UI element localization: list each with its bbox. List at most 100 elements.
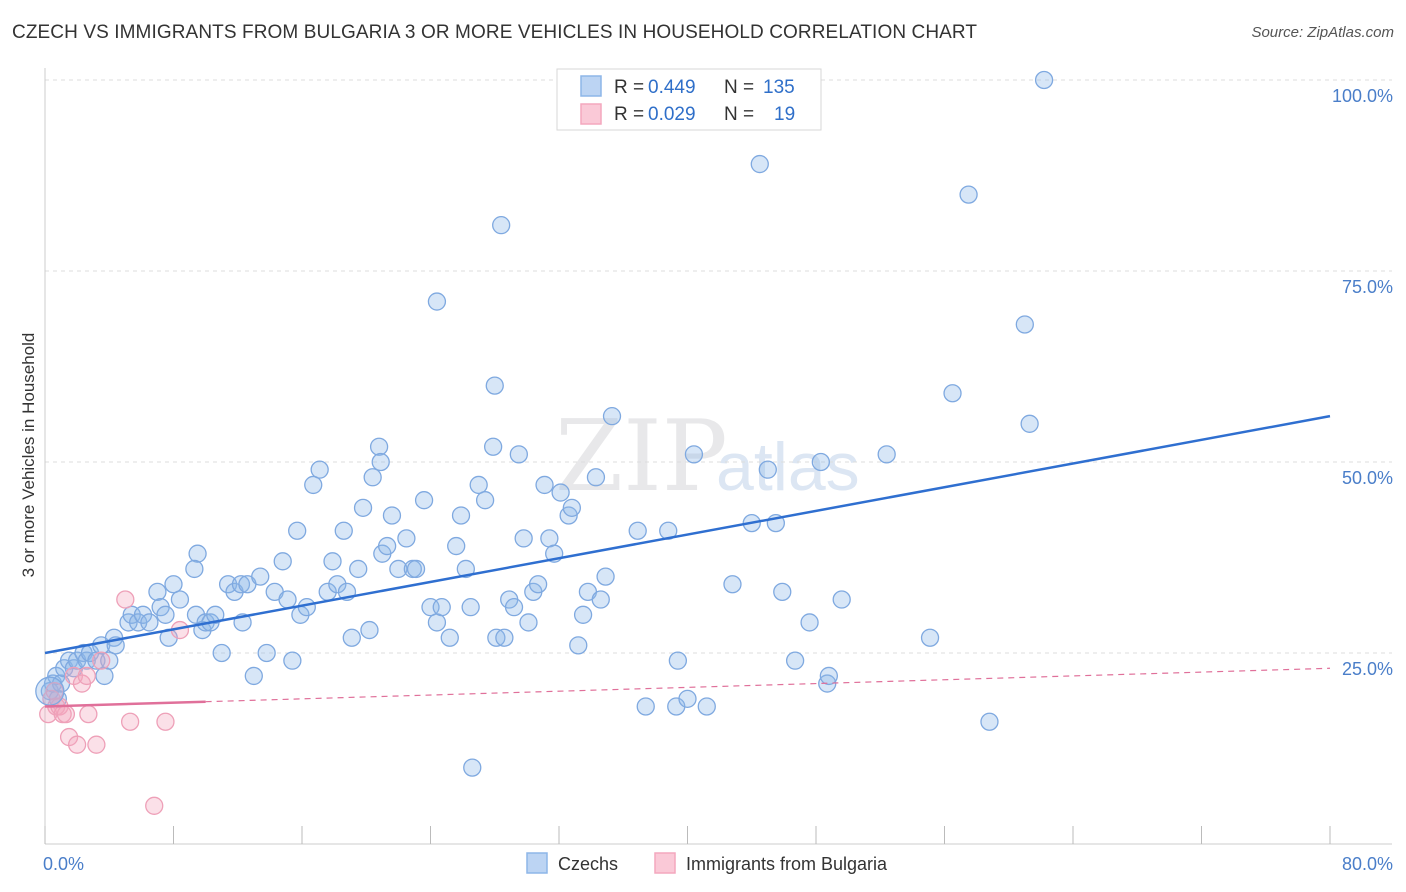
czechs-point [519,613,538,632]
bulgaria-point [77,666,96,686]
czechs-point [251,567,270,586]
czechs-point [469,475,488,495]
legend-n-value-czechs: 135 [763,77,795,98]
czechs-point [170,590,190,609]
czechs-point [377,536,397,556]
czechs-point [451,506,471,525]
czechs-point [360,620,379,640]
trend-lines [44,414,1331,708]
czechs-point [980,712,999,731]
czechs-point [342,628,361,647]
czechs-point [140,613,159,632]
bulgaria-point [87,735,106,754]
czechs-point [310,460,329,479]
bottom-legend-swatch-bulgaria [654,852,676,874]
czechs-point [475,491,495,510]
czechs-point [920,628,940,647]
czechs-point [188,544,207,563]
czechs-point [353,498,373,517]
czechs-point [427,613,447,632]
czechs-point [573,605,593,624]
y-tick-label: 25.0% [1342,659,1393,679]
bottom-legend: Czechs Immigrants from Bulgaria [526,852,888,874]
czechs-trend-line [44,414,1331,655]
czechs-point [148,582,167,602]
bulgaria-point [156,712,175,731]
czechs-point [389,559,408,579]
czechs-point [164,575,183,594]
legend-r-label-2: R = [614,104,644,125]
czechs-point [334,521,353,540]
czechs-point [540,529,559,548]
czechs-point [832,590,851,609]
czechs-point [440,628,459,647]
czechs-point-large [35,676,65,706]
bulgaria-trend-line-solid [44,700,206,708]
czechs-point [382,506,402,525]
czechs-point [185,559,204,579]
x-tick-label-start: 0.0% [43,854,84,874]
czechs-point [877,445,896,464]
czechs-point [591,590,610,609]
legend-n-value-bulgaria: 19 [774,104,795,125]
czechs-point [697,697,716,716]
czechs-point [283,651,302,670]
bulgaria-trend-line-dashed [205,667,1331,703]
legend-n-label-1: N = [724,77,754,98]
y-tick-label: 100.0% [1332,86,1393,106]
czechs-point [447,536,466,556]
czechs-point [586,468,606,487]
bulgaria-point [145,796,164,815]
czechs-point [750,154,769,174]
czechs-point [456,559,475,579]
czechs-point [397,529,416,548]
czechs-point [414,491,434,510]
watermark: ZIP atlas [555,400,860,514]
czechs-point [369,437,389,456]
czechs-point [297,598,316,617]
czechs-point [349,559,368,579]
czechs-point [1020,414,1039,433]
legend-swatch-bulgaria [580,103,602,125]
source-label: Source: ZipAtlas.com [1251,24,1394,41]
czechs-point [244,666,263,686]
axes [44,68,1392,845]
czechs-point [288,521,307,540]
bulgaria-point [116,590,135,609]
y-tick-label: 75.0% [1342,277,1393,297]
legend-r-value-bulgaria: 0.029 [648,104,696,125]
legend-box: R = 0.449 N = 135 R = 0.029 N = 19 [556,68,822,131]
czechs-point [323,552,342,571]
czechs-point [371,452,390,472]
czechs-point [328,575,347,594]
czechs-point [509,445,528,464]
bulgaria-point [120,712,140,731]
watermark-atlas: atlas [716,429,860,505]
czechs-point [406,559,426,579]
czechs-point [483,437,503,456]
czechs-point [95,666,114,686]
czechs-point [811,452,830,472]
bulgaria-point [79,704,98,724]
czechs-point [363,468,382,487]
bulgaria-point [67,735,87,754]
czechs-point [562,498,581,517]
czechs-point [461,598,480,617]
czechs-point [231,575,251,594]
czechs-point [535,475,554,495]
czechs-point [514,529,533,548]
czechs-point [278,590,297,609]
czechs-point [427,292,447,311]
czechs-point [569,636,588,655]
bottom-legend-label-czechs: Czechs [558,854,618,874]
czechs-point [156,605,175,624]
czechs-point [819,666,838,686]
czechs-point [602,407,622,426]
czechs-point [684,445,704,464]
czechs-point [678,689,697,708]
czechs-point [959,185,978,204]
czechs-point [785,651,805,670]
czechs-point [495,628,514,647]
czechs-point [492,216,511,235]
